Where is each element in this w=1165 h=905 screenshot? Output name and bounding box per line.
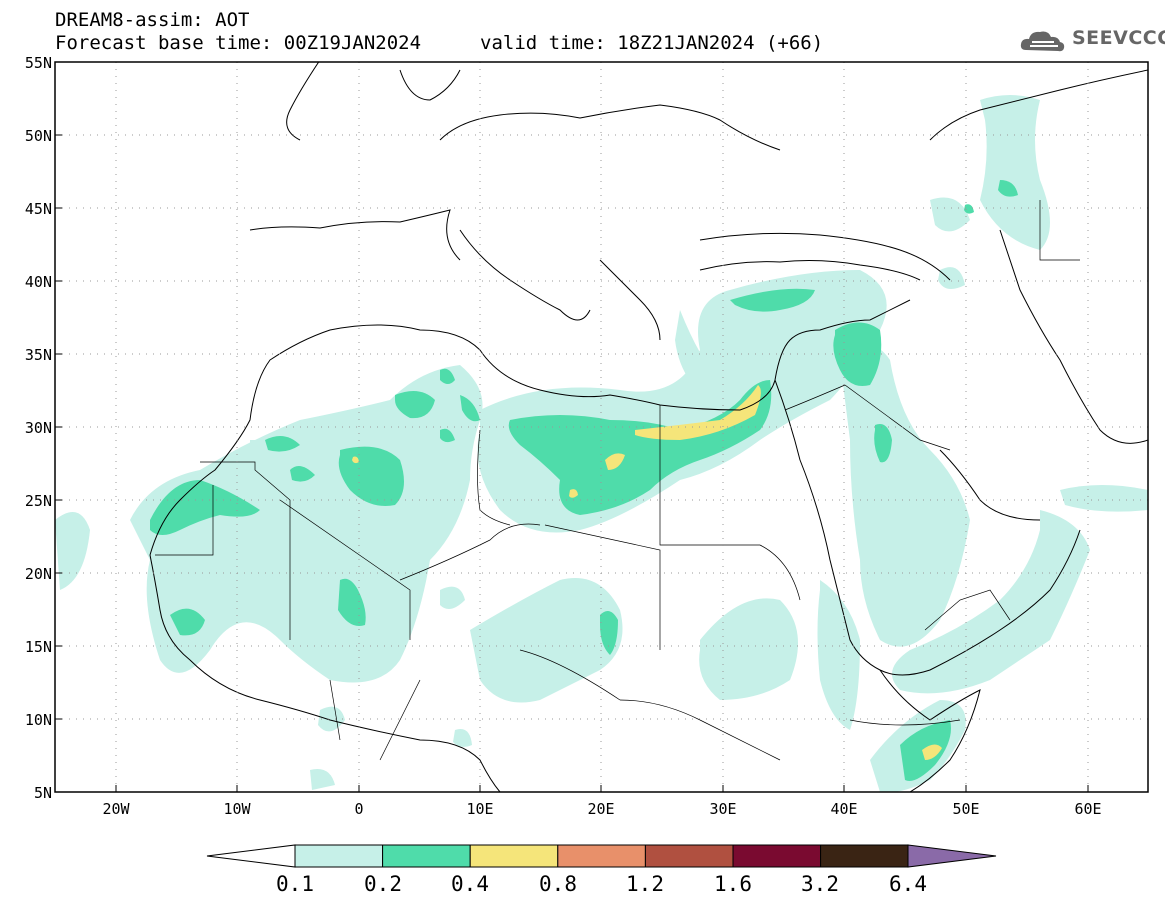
map-title: DREAM8-assim: AOT xyxy=(55,9,250,31)
aot-map xyxy=(54,61,1149,793)
graticule xyxy=(55,62,1148,792)
lat-label: 5N xyxy=(33,784,52,802)
colorbar-label: 0.2 xyxy=(364,872,402,896)
valid-time: valid time: 18Z21JAN2024 (+66) xyxy=(480,32,824,54)
seevccc-cloud-icon xyxy=(1020,31,1065,52)
aot-level-3 xyxy=(352,385,942,760)
lat-label: 10N xyxy=(24,711,52,729)
colorbar-label: 0.4 xyxy=(451,872,489,896)
colorbar-label: 3.2 xyxy=(801,872,839,896)
lon-label: 30E xyxy=(709,800,737,818)
colorbar-label: 6.4 xyxy=(889,872,927,896)
lon-label: 40E xyxy=(830,800,858,818)
logo-text: SEEVCCC xyxy=(1072,27,1165,49)
lon-label: 10W xyxy=(223,800,251,818)
lat-label: 30N xyxy=(24,419,52,437)
colorbar-label: 1.6 xyxy=(714,872,752,896)
colorbar-label: 1.2 xyxy=(626,872,664,896)
lon-label: 20E xyxy=(587,800,615,818)
lat-label: 55N xyxy=(24,54,52,72)
lat-label: 45N xyxy=(24,200,52,218)
lat-label: 15N xyxy=(24,638,52,656)
lon-label: 10E xyxy=(466,800,494,818)
lon-label: 60E xyxy=(1074,800,1102,818)
lat-label: 50N xyxy=(24,127,52,145)
axis-ticks xyxy=(55,61,1089,792)
lat-label: 35N xyxy=(24,346,52,364)
lat-label: 40N xyxy=(24,273,52,291)
lon-label: 50E xyxy=(952,800,980,818)
forecast-base-time: Forecast base time: 00Z19JAN2024 xyxy=(55,32,422,54)
country-borders xyxy=(155,200,1080,761)
lon-label: 20W xyxy=(102,800,130,818)
lon-label: 0 xyxy=(354,800,364,818)
lat-label: 20N xyxy=(24,565,52,583)
colorbar-label: 0.1 xyxy=(276,872,314,896)
colorbar-label: 0.8 xyxy=(539,872,577,896)
coastlines xyxy=(149,62,1148,792)
lat-label: 25N xyxy=(24,492,52,510)
